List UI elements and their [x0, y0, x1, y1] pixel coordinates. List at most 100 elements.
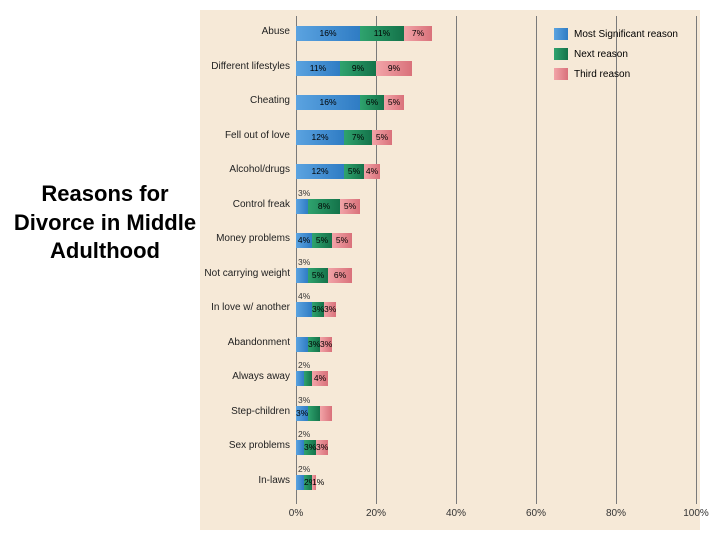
bar-segment: 9%	[340, 61, 376, 76]
bar-segment: 3%	[296, 406, 308, 421]
bar-segment: 2%	[304, 475, 312, 490]
x-tick-label: 100%	[683, 508, 709, 519]
category-label: In love w/ another	[170, 302, 290, 313]
bar-segment	[296, 475, 304, 490]
chart-legend: Most Significant reason Next reason Third …	[554, 24, 694, 84]
bar-segment	[296, 302, 312, 317]
legend-item: Third reason	[554, 64, 694, 84]
bar-segment: 16%	[296, 95, 360, 110]
legend-item: Most Significant reason	[554, 24, 694, 44]
category-label: Control freak	[170, 199, 290, 210]
bar-segment: 5%	[344, 164, 364, 179]
bar-segment	[320, 406, 332, 421]
legend-label: Next reason	[574, 49, 628, 60]
outside-value-label: 2%	[298, 360, 310, 370]
chart-row: Abandonment3%3%	[296, 327, 696, 357]
bar-segment: 5%	[308, 268, 328, 283]
bar-segment	[296, 268, 308, 283]
chart-row: Not carrying weight3%5%6%	[296, 258, 696, 288]
outside-value-label: 3%	[298, 395, 310, 405]
bar-segment: 5%	[312, 233, 332, 248]
bar-segment: 6%	[360, 95, 384, 110]
chart-row: Control freak3%8%5%	[296, 189, 696, 219]
legend-swatch	[554, 48, 568, 60]
bar-segment: 11%	[360, 26, 404, 41]
bar-segment: 12%	[296, 130, 344, 145]
legend-swatch	[554, 28, 568, 40]
chart-row: Alcohol/drugs12%5%4%	[296, 154, 696, 184]
chart-row: Money problems4%5%5%	[296, 223, 696, 253]
bar-segment: 3%	[312, 302, 324, 317]
stacked-bar: 3%8%5%	[296, 199, 360, 214]
bar-segment: 3%	[304, 440, 316, 455]
legend-label: Third reason	[574, 69, 630, 80]
stacked-bar: 2%4%	[296, 371, 328, 386]
outside-value-label: 2%	[298, 429, 310, 439]
bar-segment: 4%	[312, 371, 328, 386]
x-tick-label: 20%	[366, 508, 386, 519]
stacked-bar: 16%6%5%	[296, 95, 404, 110]
bar-segment	[296, 440, 304, 455]
bar-segment: 6%	[328, 268, 352, 283]
bar-segment: 12%	[296, 164, 344, 179]
bar-segment	[296, 337, 308, 352]
stacked-bar: 2%3%3%	[296, 440, 328, 455]
stacked-bar: 3%3%	[296, 406, 332, 421]
bar-segment: 4%	[296, 233, 312, 248]
stacked-bar: 2%2%1%	[296, 475, 316, 490]
stacked-bar: 12%5%4%	[296, 164, 380, 179]
outside-value-label: 2%	[298, 464, 310, 474]
bar-segment: 11%	[296, 61, 340, 76]
bar-segment: 3%	[324, 302, 336, 317]
bar-segment: 5%	[384, 95, 404, 110]
chart-row: In love w/ another4%3%3%	[296, 292, 696, 322]
chart-row: Step-children3%3%	[296, 396, 696, 426]
category-label: Cheating	[170, 95, 290, 106]
stacked-bar: 4%5%5%	[296, 233, 352, 248]
bar-segment	[308, 406, 320, 421]
category-label: Step-children	[170, 406, 290, 417]
chart-row: In-laws2%2%1%	[296, 465, 696, 495]
chart-row: Fell out of love12%7%5%	[296, 120, 696, 150]
stacked-bar: 11%9%9%	[296, 61, 412, 76]
x-tick-label: 0%	[289, 508, 303, 519]
grid-line	[696, 16, 697, 504]
stacked-bar: 3%3%	[296, 337, 332, 352]
bar-segment	[296, 199, 308, 214]
bar-segment: 4%	[364, 164, 380, 179]
bar-segment: 3%	[316, 440, 328, 455]
outside-value-label: 4%	[298, 291, 310, 301]
bar-segment	[296, 371, 304, 386]
category-label: Not carrying weight	[170, 268, 290, 279]
legend-item: Next reason	[554, 44, 694, 64]
bar-segment: 16%	[296, 26, 360, 41]
chart-row: Always away2%4%	[296, 361, 696, 391]
category-label: Alcohol/drugs	[170, 164, 290, 175]
category-label: Different lifestyles	[170, 61, 290, 72]
x-tick-label: 80%	[606, 508, 626, 519]
category-label: Abandonment	[170, 337, 290, 348]
category-label: Fell out of love	[170, 130, 290, 141]
outside-value-label: 3%	[298, 188, 310, 198]
chart-row: Sex problems2%3%3%	[296, 430, 696, 460]
bar-segment: 5%	[332, 233, 352, 248]
bar-segment: 1%	[312, 475, 316, 490]
chart-plot: Abuse16%11%7%Different lifestyles11%9%9%…	[296, 16, 696, 506]
stacked-bar: 16%11%7%	[296, 26, 432, 41]
legend-label: Most Significant reason	[574, 29, 678, 40]
bar-segment: 7%	[344, 130, 372, 145]
bar-segment: 8%	[308, 199, 340, 214]
bar-segment: 5%	[340, 199, 360, 214]
slide-title: Reasons for Divorce in Middle Adulthood	[10, 180, 200, 266]
x-tick-label: 60%	[526, 508, 546, 519]
legend-swatch	[554, 68, 568, 80]
x-axis-labels: 0%20%40%60%80%100%	[296, 508, 696, 524]
bar-segment: 9%	[376, 61, 412, 76]
chart-area: Abuse16%11%7%Different lifestyles11%9%9%…	[200, 10, 700, 530]
bar-segment	[304, 371, 312, 386]
bar-segment: 5%	[372, 130, 392, 145]
outside-value-label: 3%	[298, 257, 310, 267]
stacked-bar: 4%3%3%	[296, 302, 336, 317]
chart-row: Cheating16%6%5%	[296, 85, 696, 115]
stacked-bar: 12%7%5%	[296, 130, 392, 145]
